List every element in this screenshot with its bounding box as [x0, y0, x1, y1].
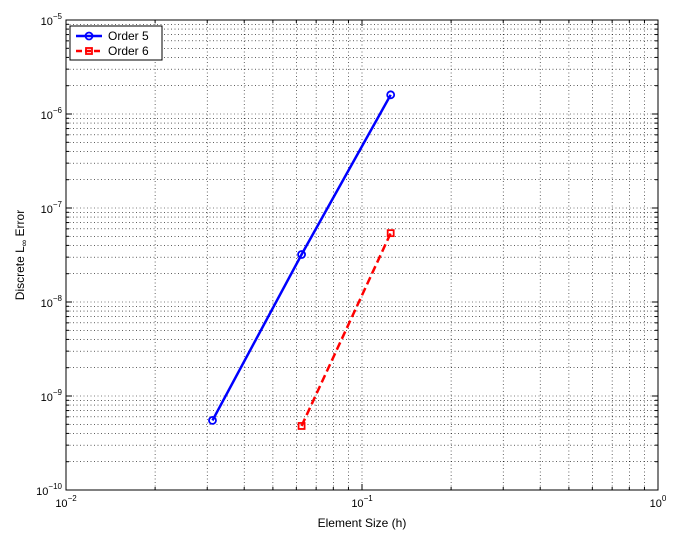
- y-axis-label-suffix: Error: [13, 210, 27, 240]
- y-tick-label-exponent: −10: [48, 482, 62, 491]
- series-1: [208, 90, 396, 425]
- legend-swatch-marker: [85, 47, 93, 55]
- y-tick-label-base: 10: [41, 392, 53, 404]
- y-tick-label: 10−8: [41, 294, 63, 310]
- x-tick-label: 10−1: [351, 494, 373, 510]
- grid: [66, 20, 658, 490]
- y-tick-label: 10−5: [41, 12, 63, 28]
- series-2: [297, 229, 395, 430]
- y-tick-label-base: 10: [41, 110, 53, 122]
- x-tick-label-exponent: −2: [68, 494, 78, 503]
- y-tick-label: 10−9: [41, 388, 63, 404]
- x-tick-label: 100: [650, 494, 667, 510]
- y-tick-label-exponent: −7: [53, 200, 63, 209]
- series-1-point: [386, 90, 396, 100]
- minor-ticks: [66, 20, 658, 490]
- series-2-point: [297, 422, 306, 430]
- x-tick-label-base: 10: [650, 498, 662, 510]
- y-tick-label-base: 10: [41, 16, 53, 28]
- series-1-point: [208, 416, 217, 425]
- series: [208, 90, 396, 430]
- y-tick-label-base: 10: [41, 298, 53, 310]
- legend-label: Order 5: [108, 29, 149, 43]
- y-tick-label: 10−10: [36, 482, 62, 498]
- x-tick-label-base: 10: [55, 498, 67, 510]
- x-tick-label-exponent: −1: [364, 494, 374, 503]
- x-tick-labels: 10−2 10−1 100: [55, 494, 667, 510]
- series-1-point: [297, 250, 306, 259]
- series-line-1: [211, 94, 392, 422]
- x-tick-label: 10−2: [55, 494, 77, 510]
- y-axis-label: Discrete L∞ Error: [13, 210, 29, 300]
- y-tick-label: 10−6: [41, 106, 63, 122]
- x-tick-label-exponent: 0: [662, 494, 667, 503]
- y-tick-label-exponent: −9: [53, 388, 63, 397]
- y-axis-label-subscript: ∞: [19, 240, 29, 246]
- legend-label: Order 6: [108, 44, 149, 58]
- legend-swatch-marker: [84, 31, 94, 41]
- y-tick-label-base: 10: [41, 204, 53, 216]
- legend-entry: Order 5: [76, 29, 149, 43]
- y-tick-label-exponent: −6: [53, 106, 63, 115]
- y-axis-label-main: Discrete L: [13, 246, 27, 300]
- legend-entry: Order 6: [76, 44, 149, 58]
- x-tick-label-base: 10: [351, 498, 363, 510]
- series-2-point: [386, 229, 395, 238]
- y-tick-label: 10−7: [41, 200, 63, 216]
- y-tick-label-exponent: −8: [53, 294, 63, 303]
- y-tick-label-exponent: −5: [53, 12, 63, 21]
- x-axis-label: Element Size (h): [318, 516, 407, 530]
- y-tick-label-base: 10: [36, 486, 48, 498]
